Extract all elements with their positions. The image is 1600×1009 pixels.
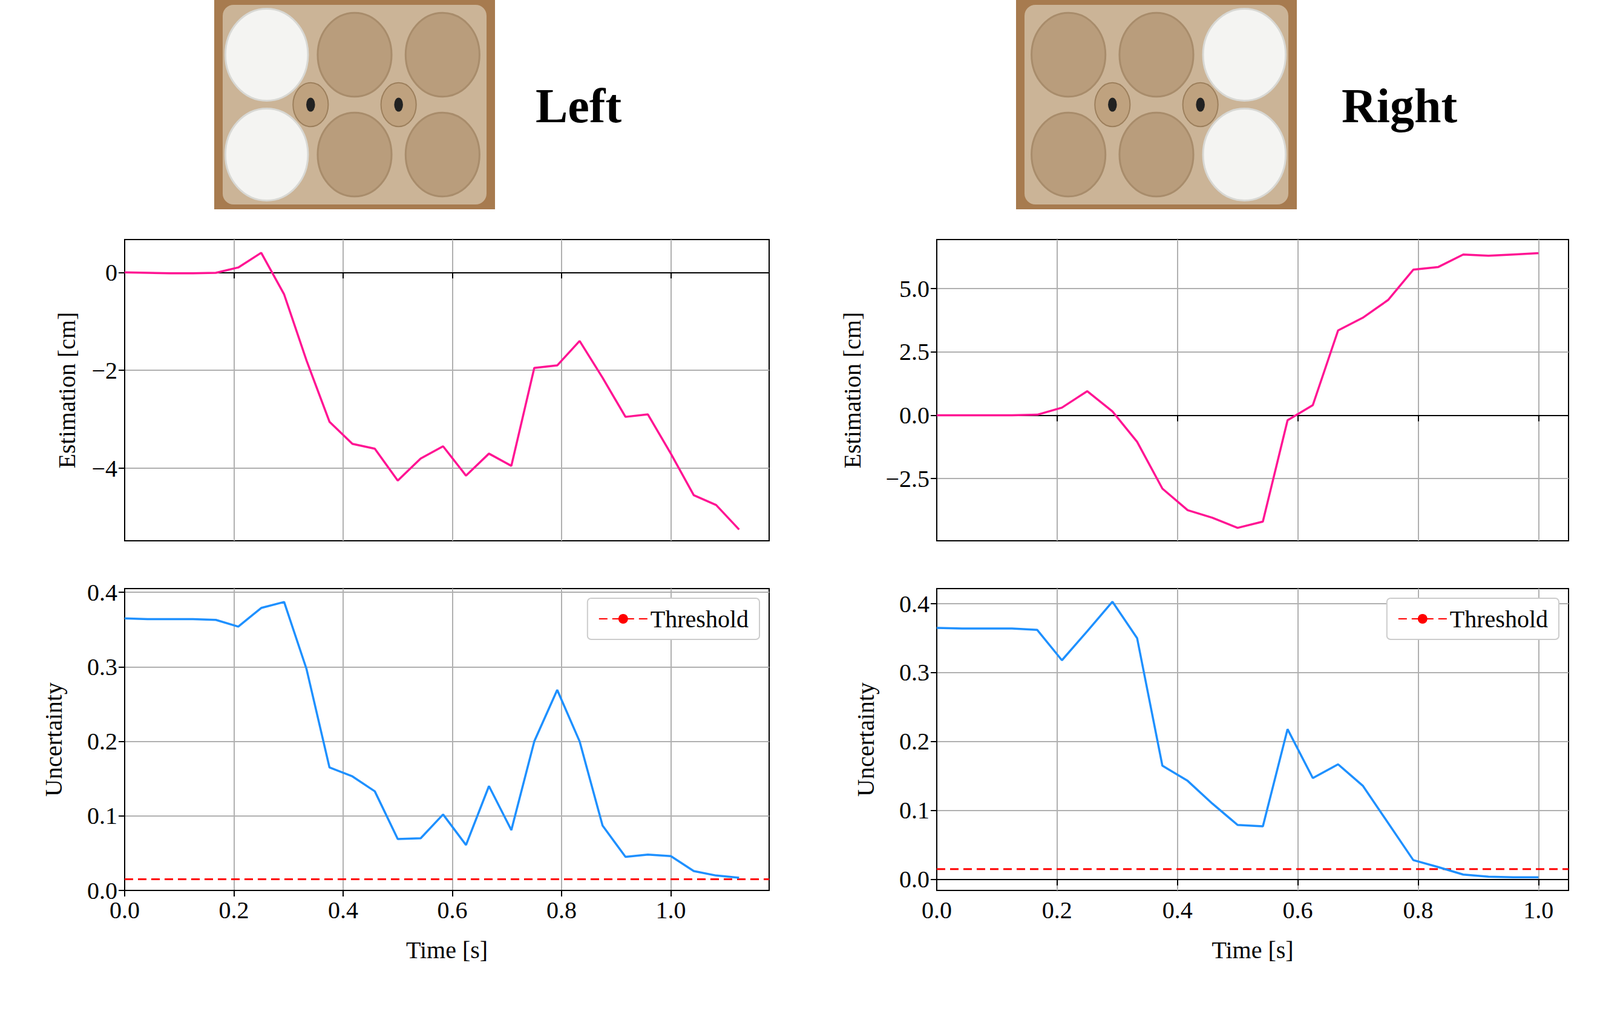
svg-text:0.2: 0.2 bbox=[219, 896, 250, 925]
svg-text:0.2: 0.2 bbox=[1042, 896, 1073, 925]
svg-text:0.1: 0.1 bbox=[87, 802, 118, 830]
svg-text:Estimation [cm]: Estimation [cm] bbox=[53, 312, 81, 469]
svg-text:Estimation [cm]: Estimation [cm] bbox=[838, 312, 866, 469]
svg-text:1.0: 1.0 bbox=[1523, 896, 1554, 925]
svg-text:Threshold: Threshold bbox=[650, 605, 749, 633]
html-text:Right: Right bbox=[1341, 79, 1458, 133]
svg-text:Time [s]: Time [s] bbox=[406, 936, 488, 964]
svg-text:0.8: 0.8 bbox=[546, 896, 577, 925]
svg-text:Threshold: Threshold bbox=[1449, 605, 1548, 633]
svg-text:2.5: 2.5 bbox=[899, 338, 930, 366]
svg-text:0.0: 0.0 bbox=[899, 401, 930, 430]
html-text:Left: Left bbox=[535, 79, 622, 133]
svg-text:0.6: 0.6 bbox=[1282, 896, 1314, 925]
svg-text:0.8: 0.8 bbox=[1402, 896, 1433, 925]
svg-text:Uncertainty: Uncertainty bbox=[852, 682, 880, 797]
svg-text:0.3: 0.3 bbox=[899, 659, 930, 687]
svg-text:0.6: 0.6 bbox=[437, 896, 468, 925]
svg-text:Uncertainty: Uncertainty bbox=[39, 682, 68, 797]
svg-text:0.4: 0.4 bbox=[327, 896, 359, 925]
svg-text:1.0: 1.0 bbox=[655, 896, 687, 925]
svg-text:0.0: 0.0 bbox=[87, 877, 118, 905]
svg-text:−2: −2 bbox=[91, 357, 118, 385]
svg-text:0.0: 0.0 bbox=[899, 865, 930, 894]
svg-text:0.0: 0.0 bbox=[921, 896, 952, 925]
svg-text:0.2: 0.2 bbox=[87, 727, 118, 756]
svg-text:5.0: 5.0 bbox=[899, 275, 930, 303]
svg-text:0.0: 0.0 bbox=[109, 896, 140, 925]
svg-text:0: 0 bbox=[105, 259, 118, 287]
svg-text:Time [s]: Time [s] bbox=[1211, 936, 1294, 964]
svg-text:0.2: 0.2 bbox=[899, 727, 930, 756]
svg-text:0.4: 0.4 bbox=[87, 579, 118, 607]
svg-text:0.4: 0.4 bbox=[1162, 896, 1193, 925]
svg-text:0.3: 0.3 bbox=[87, 653, 118, 681]
svg-text:−4: −4 bbox=[91, 455, 118, 483]
svg-text:0.4: 0.4 bbox=[899, 590, 930, 618]
svg-text:−2.5: −2.5 bbox=[885, 465, 930, 493]
svg-text:0.1: 0.1 bbox=[899, 796, 930, 825]
